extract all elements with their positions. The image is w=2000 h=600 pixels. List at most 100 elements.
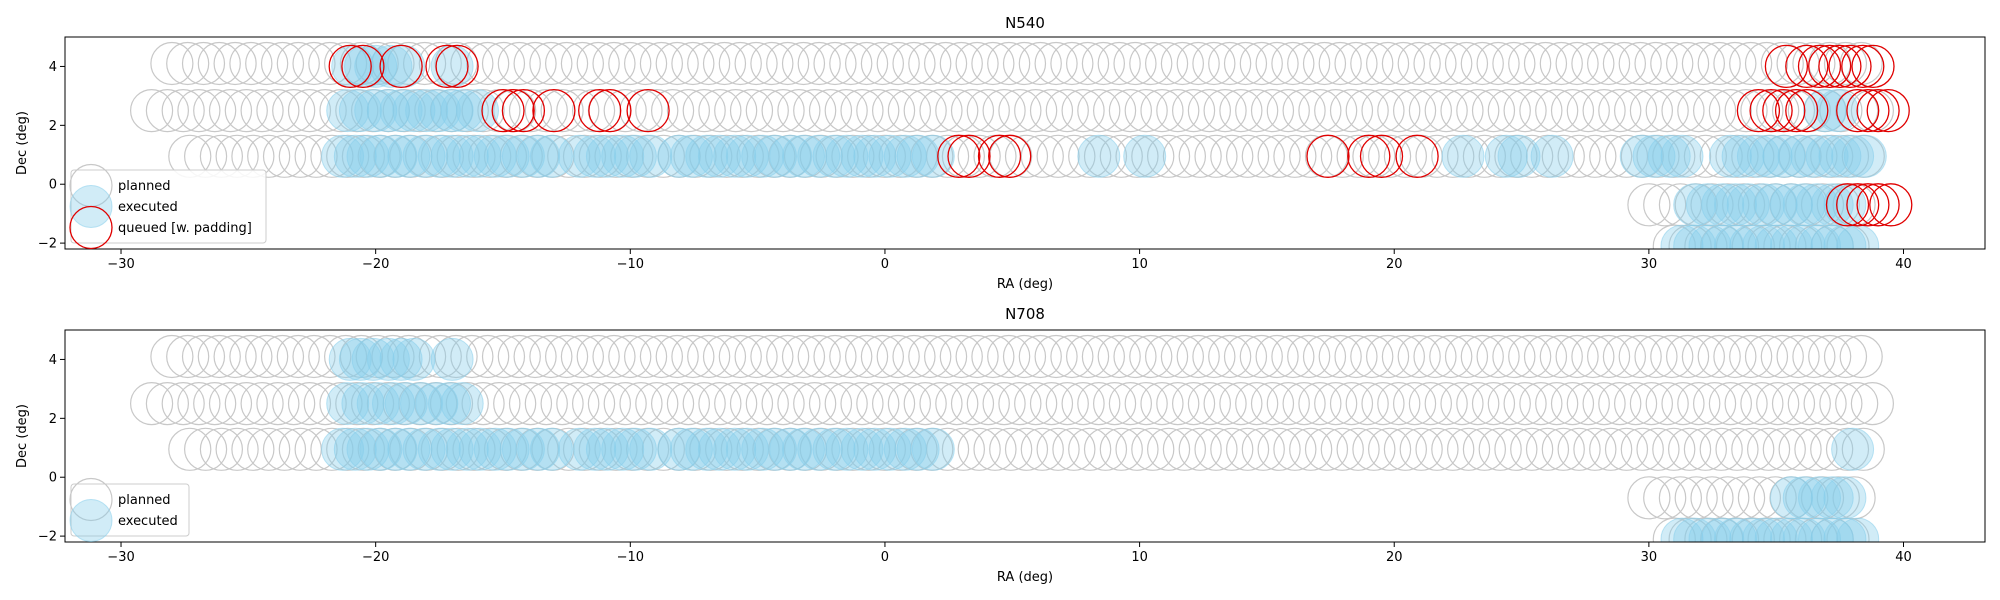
planned-marker — [1487, 382, 1531, 426]
y-tick-label: 2 — [49, 119, 57, 134]
planned-marker — [1683, 134, 1728, 178]
executed-marker — [840, 134, 884, 178]
executed-marker — [458, 134, 502, 178]
plot-area — [130, 334, 1895, 542]
planned-marker — [781, 334, 826, 379]
planned-marker — [571, 88, 616, 133]
executed-marker — [754, 427, 797, 471]
executed-marker — [557, 427, 601, 471]
planned-marker — [1413, 334, 1457, 379]
planned-marker — [1352, 427, 1396, 471]
planned-marker — [1045, 382, 1089, 426]
planned-marker — [208, 382, 253, 426]
planned-marker — [957, 134, 1001, 178]
executed-marker — [430, 427, 474, 471]
planned-marker — [1503, 382, 1547, 426]
executed-marker — [354, 44, 398, 88]
planned-marker — [1557, 427, 1601, 471]
planned-marker — [846, 134, 891, 178]
executed-marker — [430, 89, 474, 133]
planned-marker — [181, 334, 226, 379]
queued-marker — [1359, 134, 1404, 178]
planned-marker — [1273, 134, 1317, 178]
planned-marker — [1282, 88, 1326, 133]
planned-marker — [998, 382, 1042, 426]
executed-marker — [725, 427, 769, 471]
planned-marker — [1192, 334, 1236, 379]
executed-marker — [359, 134, 403, 178]
planned-marker — [1018, 41, 1062, 86]
executed-marker — [440, 382, 484, 426]
planned-marker — [540, 382, 584, 426]
planned-marker — [1257, 134, 1301, 178]
planned-marker — [1108, 88, 1153, 133]
planned-marker — [1156, 382, 1200, 426]
planned-marker — [145, 382, 189, 426]
planned-marker — [481, 41, 526, 86]
planned-marker — [1408, 382, 1453, 426]
queued-marker — [1869, 183, 1913, 227]
y-tick-label: 0 — [49, 178, 57, 193]
queued-marker — [1828, 44, 1872, 89]
planned-marker — [813, 334, 857, 379]
planned-marker — [1823, 41, 1868, 86]
planned-marker — [1850, 382, 1895, 426]
planned-marker — [623, 41, 668, 86]
planned-marker — [1289, 427, 1333, 471]
planned-marker — [1487, 88, 1531, 133]
executed-marker — [1823, 183, 1867, 227]
planned-marker — [1523, 334, 1568, 379]
planned-marker — [452, 134, 496, 178]
planned-marker — [1029, 382, 1074, 426]
planned-marker — [547, 134, 591, 178]
planned-marker — [1160, 334, 1205, 379]
planned-marker — [524, 88, 568, 133]
planned-marker — [1708, 88, 1753, 133]
executed-marker — [713, 427, 757, 471]
planned-marker — [287, 382, 332, 426]
queued-marker — [1808, 44, 1852, 89]
planned-marker — [1508, 41, 1552, 86]
planned-marker — [813, 41, 857, 86]
planned-marker — [571, 382, 616, 426]
planned-marker — [508, 88, 553, 133]
planned-marker — [1494, 427, 1538, 471]
executed-marker — [1790, 134, 1834, 178]
planned-marker — [1525, 427, 1570, 471]
planned-marker — [1397, 41, 1441, 86]
planned-marker — [1208, 41, 1252, 86]
planned-marker — [1444, 41, 1489, 86]
executed-marker — [1701, 517, 1745, 542]
planned-marker — [1627, 183, 1671, 227]
planned-marker — [452, 427, 496, 471]
executed-marker — [1736, 134, 1780, 178]
planned-marker — [1304, 427, 1349, 471]
planned-marker — [445, 382, 489, 426]
executed-marker — [657, 427, 701, 471]
planned-marker — [1476, 41, 1520, 86]
planned-marker — [973, 427, 1017, 471]
planned-marker — [734, 41, 778, 86]
planned-marker — [1250, 382, 1295, 426]
planned-marker — [468, 427, 512, 471]
planned-marker — [655, 334, 699, 379]
planned-marker — [513, 41, 557, 86]
planned-marker — [1508, 334, 1552, 379]
planned-marker — [860, 334, 905, 379]
planned-marker — [468, 134, 512, 178]
queued-marker — [937, 134, 981, 178]
planned-marker — [720, 427, 764, 471]
planned-marker — [224, 382, 268, 426]
planned-marker — [276, 334, 320, 379]
planned-marker — [1462, 134, 1507, 178]
planned-marker — [1697, 334, 1741, 379]
x-tick-label: −30 — [107, 550, 134, 565]
executed-marker — [1673, 224, 1717, 249]
planned-marker — [387, 41, 431, 86]
executed-marker — [601, 427, 645, 471]
x-axis: −30 −20 −10 0 10 20 30 40 — [107, 249, 1912, 272]
planned-marker — [1652, 224, 1696, 249]
planned-marker — [592, 41, 636, 86]
planned-marker — [650, 382, 695, 426]
